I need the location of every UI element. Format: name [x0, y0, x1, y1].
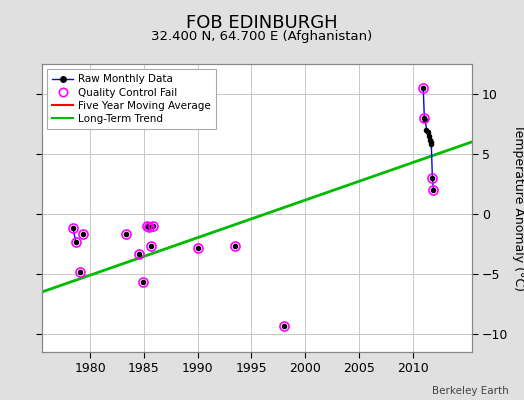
- Text: 32.400 N, 64.700 E (Afghanistan): 32.400 N, 64.700 E (Afghanistan): [151, 30, 373, 43]
- Text: Berkeley Earth: Berkeley Earth: [432, 386, 508, 396]
- Text: FOB EDINBURGH: FOB EDINBURGH: [186, 14, 338, 32]
- Legend: Raw Monthly Data, Quality Control Fail, Five Year Moving Average, Long-Term Tren: Raw Monthly Data, Quality Control Fail, …: [47, 69, 216, 129]
- Y-axis label: Temperature Anomaly (°C): Temperature Anomaly (°C): [512, 124, 524, 292]
